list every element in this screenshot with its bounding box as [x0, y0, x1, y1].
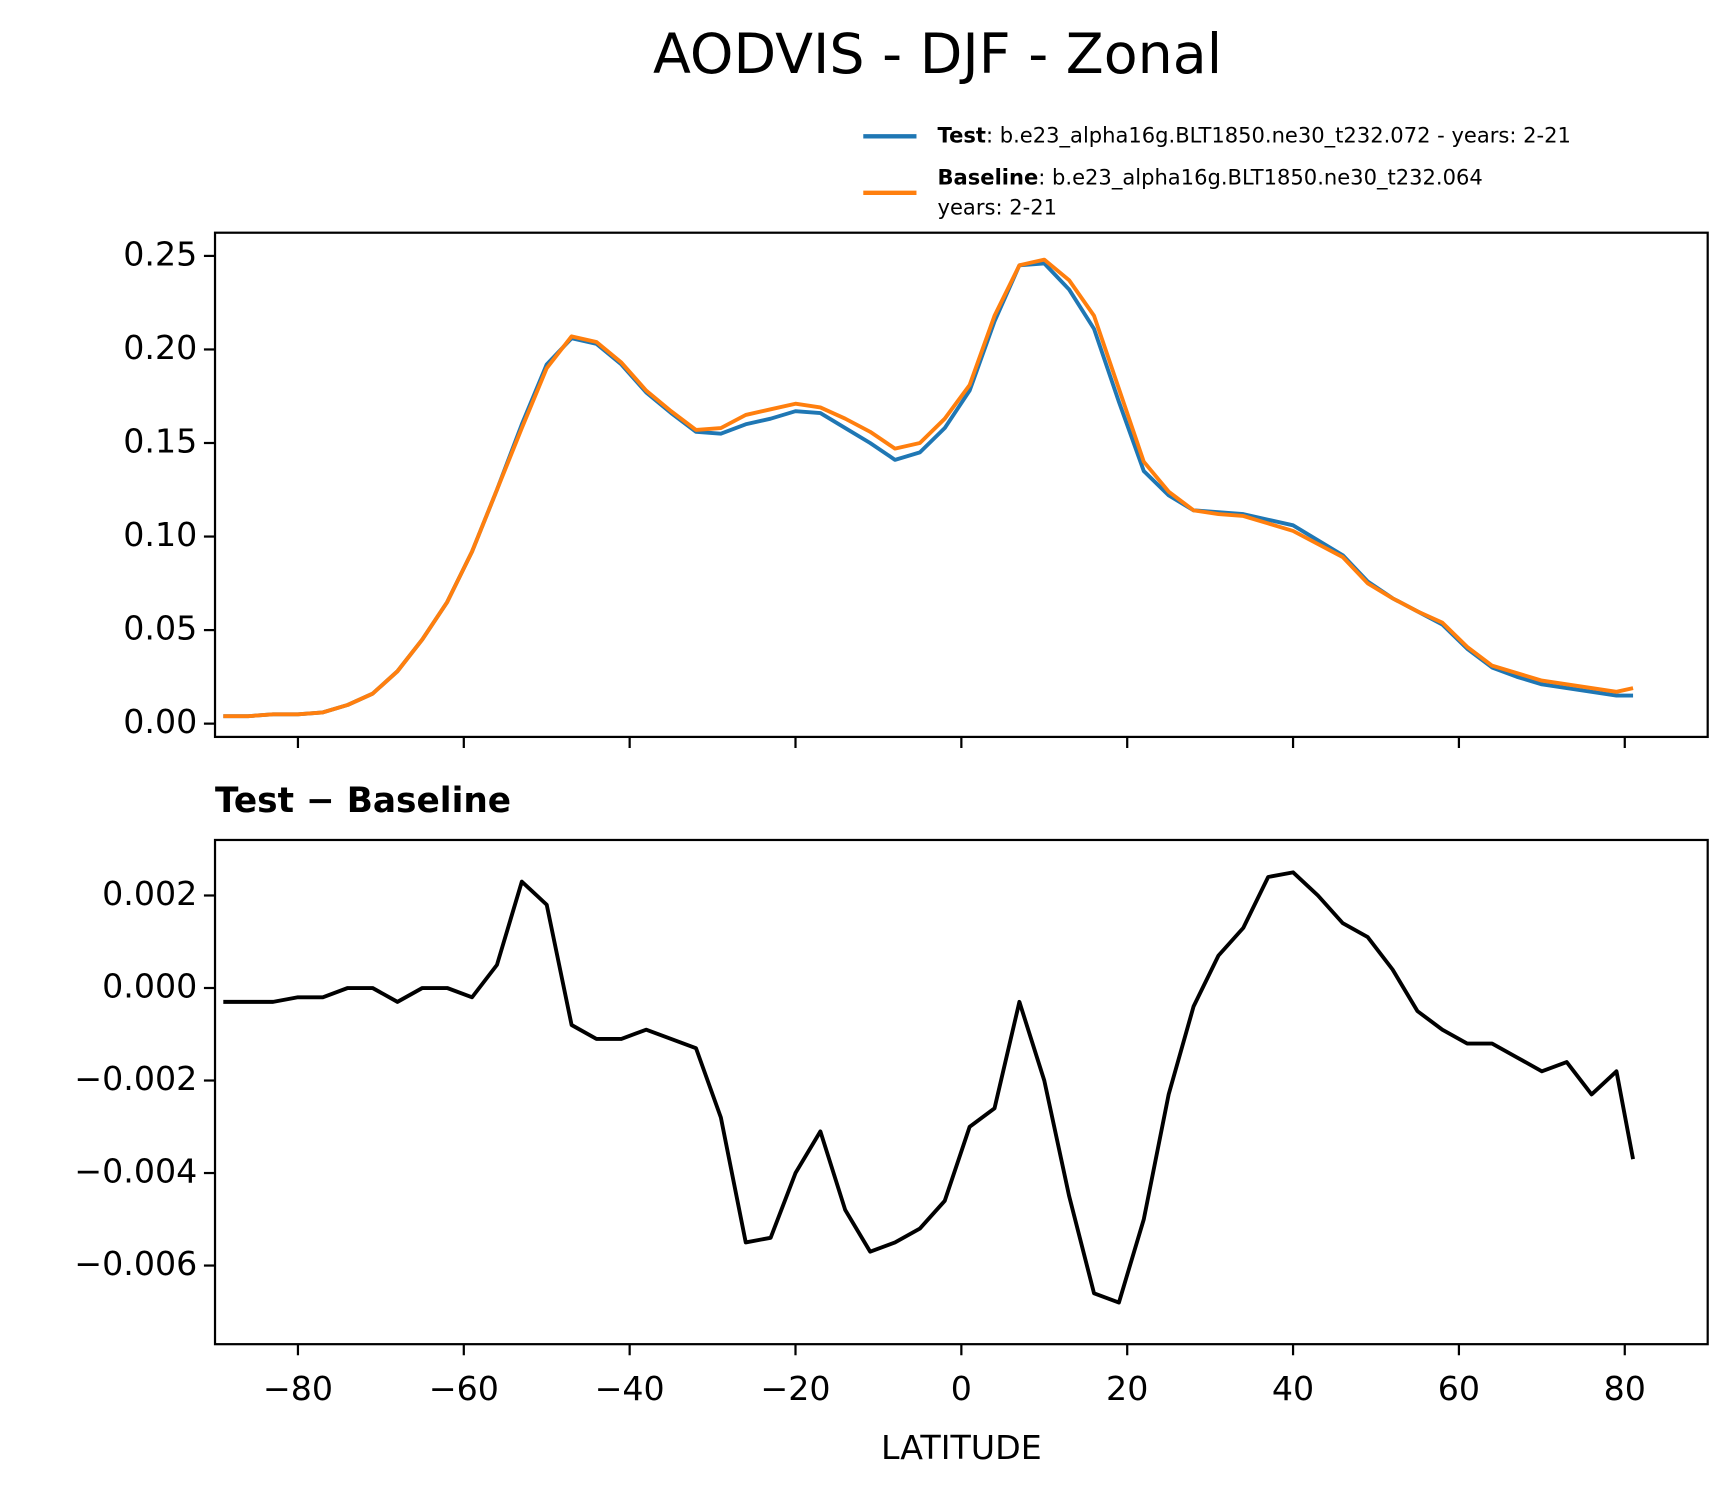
y-tick-label: 0.25	[123, 234, 197, 273]
axes-frame	[213, 838, 1709, 1346]
y-tick-label: 0.05	[123, 609, 197, 648]
x-tick-label: 60	[1438, 1369, 1480, 1408]
y-tick-label: 0.000	[102, 967, 197, 1006]
x-axis-label: LATITUDE	[881, 1428, 1042, 1467]
legend-entry: Test: b.e23_alpha16g.BLT1850.ne30_t232.0…	[938, 122, 1571, 147]
legend-description: : b.e23_alpha16g.BLT1850.ne30_t232.064	[1038, 164, 1483, 189]
y-tick-label: −0.002	[74, 1059, 197, 1098]
legend-name: Baseline	[938, 164, 1039, 189]
legend-description: years: 2-21	[938, 194, 1057, 219]
subplot-title: Test − Baseline	[215, 781, 511, 821]
y-tick-label: 0.002	[102, 874, 197, 913]
x-tick-label: 80	[1604, 1369, 1646, 1408]
chart-title: AODVIS - DJF - Zonal	[653, 23, 1222, 87]
y-tick-label: −0.006	[74, 1244, 197, 1283]
x-tick-label: 40	[1272, 1369, 1314, 1408]
data-line	[223, 261, 1634, 719]
y-tick-label: 0.10	[123, 515, 197, 554]
x-tick-label: −40	[595, 1369, 665, 1408]
y-tick-label: 0.20	[123, 328, 197, 367]
x-tick-label: −20	[760, 1369, 830, 1408]
y-tick-label: 0.00	[123, 702, 197, 741]
x-tick-label: 20	[1106, 1369, 1148, 1408]
x-tick-label: −60	[429, 1369, 499, 1408]
x-tick-label: 0	[951, 1369, 972, 1408]
legend-entry: Baseline: b.e23_alpha16g.BLT1850.ne30_t2…	[938, 164, 1483, 189]
legend-description: : b.e23_alpha16g.BLT1850.ne30_t232.072 -…	[986, 122, 1571, 147]
x-tick-label: −80	[263, 1369, 333, 1408]
y-tick-label: 0.15	[123, 422, 197, 461]
data-line	[223, 257, 1634, 719]
y-tick-label: −0.004	[74, 1152, 197, 1191]
data-line	[223, 870, 1635, 1305]
axes-frame	[213, 231, 1709, 739]
legend-name: Test	[938, 122, 986, 147]
